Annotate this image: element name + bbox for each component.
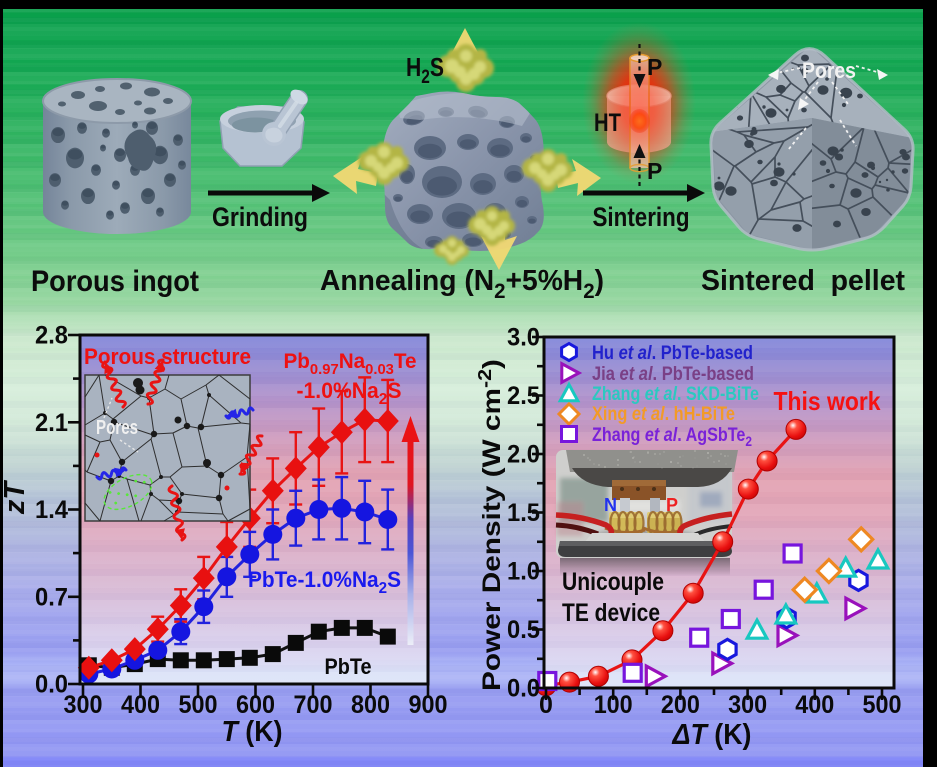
svg-text:600: 600 — [236, 691, 275, 719]
svg-text:900: 900 — [409, 691, 448, 719]
svg-text:P: P — [647, 54, 662, 80]
svg-text:Power Density (W cm-2): Power Density (W cm-2) — [475, 359, 506, 691]
svg-text:1.4: 1.4 — [35, 496, 68, 524]
svg-text:2.1: 2.1 — [35, 409, 68, 437]
svg-text:1.5: 1.5 — [507, 499, 540, 527]
svg-text:2.8: 2.8 — [35, 322, 68, 350]
svg-text:300: 300 — [64, 691, 103, 719]
svg-text:This work: This work — [774, 386, 881, 416]
svg-text:Pores: Pores — [96, 417, 138, 439]
svg-text:0: 0 — [539, 691, 553, 719]
svg-text:T (K): T (K) — [222, 716, 283, 748]
svg-text:Grinding: Grinding — [212, 202, 308, 232]
svg-text:P: P — [666, 495, 678, 515]
svg-text:Porous structure: Porous structure — [84, 344, 251, 369]
svg-text:Jia et al. PbTe-based: Jia et al. PbTe-based — [592, 364, 754, 385]
svg-text:0.5: 0.5 — [507, 616, 540, 644]
svg-text:700: 700 — [294, 691, 333, 719]
svg-text:N: N — [604, 495, 617, 515]
svg-text:800: 800 — [351, 691, 390, 719]
svg-text:500: 500 — [179, 691, 218, 719]
svg-text:P: P — [647, 158, 662, 184]
svg-text:2.5: 2.5 — [507, 382, 540, 410]
svg-text:ΔT (K): ΔT (K) — [672, 719, 752, 751]
svg-text:0.0: 0.0 — [35, 671, 68, 699]
svg-text:Unicouple: Unicouple — [562, 568, 664, 596]
svg-text:500: 500 — [863, 691, 902, 719]
svg-text:200: 200 — [661, 691, 700, 719]
svg-text:1.0: 1.0 — [507, 558, 540, 586]
svg-text:Zhang et al. AgSbTe2: Zhang et al. AgSbTe2 — [592, 425, 752, 449]
svg-text:TE device: TE device — [562, 599, 660, 627]
svg-text:Annealing (N2+5%H2): Annealing (N2+5%H2) — [320, 265, 604, 303]
svg-text:Hu et al. PbTe-based: Hu et al. PbTe-based — [592, 343, 753, 364]
svg-text:0.0: 0.0 — [507, 675, 540, 703]
svg-text:Xing et al. hH-BiTe: Xing et al. hH-BiTe — [592, 404, 735, 425]
svg-text:3.0: 3.0 — [507, 324, 540, 352]
svg-text:Sintering: Sintering — [593, 202, 690, 232]
svg-text:100: 100 — [594, 691, 633, 719]
svg-text:HT: HT — [594, 109, 621, 137]
svg-text:0.7: 0.7 — [35, 583, 68, 611]
svg-text:Sintered pellet: Sintered pellet — [701, 265, 905, 297]
svg-text:Zhang et al. SKD-BiTe: Zhang et al. SKD-BiTe — [592, 384, 759, 405]
svg-text:Pores: Pores — [802, 58, 856, 83]
svg-text:300: 300 — [728, 691, 767, 719]
svg-text:400: 400 — [121, 691, 160, 719]
svg-text:PbTe: PbTe — [325, 654, 372, 679]
svg-text:zT: zT — [0, 480, 31, 516]
svg-text:400: 400 — [795, 691, 834, 719]
svg-text:Porous ingot: Porous ingot — [31, 265, 199, 298]
svg-text:2.0: 2.0 — [507, 441, 540, 469]
